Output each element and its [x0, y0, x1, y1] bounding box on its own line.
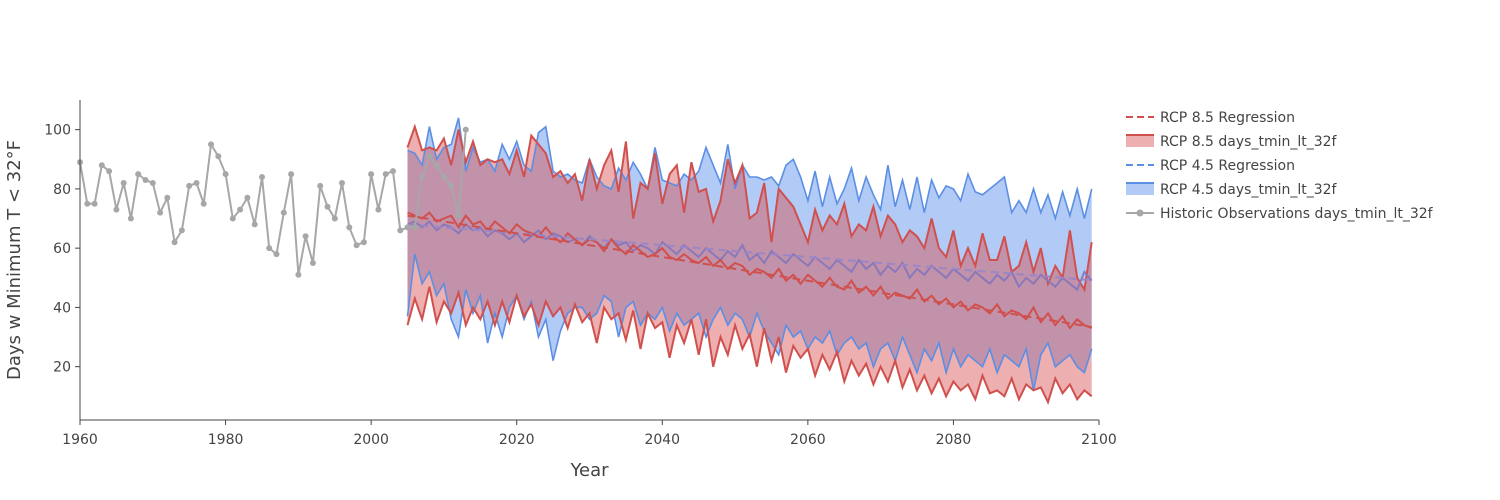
historic-point: [419, 174, 426, 180]
historic-point: [440, 174, 447, 180]
historic-point: [244, 194, 251, 201]
historic-point: [448, 182, 455, 189]
legend-label-historic: Historic Observations days_tmin_lt_32f: [1160, 206, 1434, 222]
historic-point: [229, 215, 236, 222]
x-tick-label: 2000: [353, 432, 389, 448]
x-tick-label: 1980: [208, 432, 244, 448]
x-tick-label: 2020: [499, 432, 535, 448]
historic-point: [113, 206, 120, 213]
historic-point: [98, 162, 105, 169]
legend-item-rcp45-band[interactable]: RCP 4.5 days_tmin_lt_32f: [1126, 182, 1338, 198]
rcp45-upper-line: [407, 117, 1093, 222]
x-tick-label: 2040: [644, 432, 680, 448]
historic-point: [288, 171, 295, 178]
rcp45-regression-line: [407, 223, 1092, 282]
rcp45-mean-line: [407, 220, 1093, 292]
rcp85-band: [407, 126, 1092, 403]
historic-point: [193, 180, 200, 186]
x-tick-label: 1960: [62, 432, 98, 448]
x-axis-title: Year: [569, 460, 609, 481]
historic-point: [455, 212, 462, 219]
rcp85-upper-line: [406, 123, 1093, 293]
y-tick-label: 40: [53, 300, 71, 316]
historic-point: [157, 209, 164, 216]
historic-point: [186, 182, 193, 189]
historic-point: [106, 168, 113, 175]
historic-point: [353, 242, 360, 249]
historic-point: [382, 171, 389, 178]
legend-swatch-rcp45-band: [1126, 183, 1154, 195]
historic-point: [368, 171, 375, 178]
x-tick-label: 2080: [936, 432, 972, 448]
historic-point: [273, 251, 280, 258]
legend-label-rcp85-regression: RCP 8.5 Regression: [1160, 110, 1295, 126]
rcp85-mean-line: [407, 211, 1093, 330]
historic-point: [142, 177, 149, 183]
historic-point: [375, 206, 382, 213]
historic-point: [208, 141, 214, 148]
historic-point: [404, 224, 411, 231]
historic-point: [84, 200, 91, 207]
historic-point: [149, 180, 156, 186]
historic-point: [324, 203, 331, 210]
historic-point: [339, 180, 345, 186]
historic-point: [462, 126, 469, 133]
historic-point: [259, 174, 265, 180]
historic-point: [346, 224, 353, 231]
axes: 1960 1980 2000 2020 2040 2060 2080 2100 2040608…: [4, 100, 1117, 481]
legend-item-historic[interactable]: Historic Observations days_tmin_lt_32f: [1126, 206, 1434, 222]
historic-point: [251, 221, 258, 228]
legend-swatch-historic-marker: [1136, 209, 1144, 217]
legend-item-rcp45-regression[interactable]: RCP 4.5 Regression: [1126, 158, 1295, 174]
historic-point: [215, 153, 222, 160]
legend-label-rcp85-band: RCP 8.5 days_tmin_lt_32f: [1160, 134, 1338, 150]
rcp85-lower-line: [406, 286, 1093, 405]
historic-point: [135, 171, 142, 178]
historic-point: [397, 227, 404, 234]
legend[interactable]: RCP 8.5 Regression RCP 8.5 days_tmin_lt_…: [1126, 110, 1434, 222]
historic-point: [331, 215, 338, 222]
historic-point: [390, 168, 396, 175]
y-axis-title: Days w Minimum T < 32°F: [4, 140, 25, 380]
plot-area: [77, 117, 1093, 405]
x-tick-label: 2100: [1081, 432, 1117, 448]
historic-point: [222, 171, 229, 178]
historic-point: [411, 224, 418, 231]
y-tick-label: 100: [44, 123, 71, 139]
historic-point: [295, 271, 302, 278]
y-tick-label: 80: [53, 182, 71, 198]
historic-point: [91, 200, 98, 207]
x-axis-ticks: 1960 1980 2000 2020 2040 2060 2080 2100: [62, 420, 1117, 448]
legend-item-rcp85-regression[interactable]: RCP 8.5 Regression: [1126, 110, 1295, 126]
historic-point: [426, 153, 433, 160]
historic-point: [433, 162, 440, 169]
historic-point: [171, 239, 178, 246]
historic-point: [164, 194, 171, 201]
y-tick-label: 20: [53, 360, 71, 376]
historic-point: [317, 182, 324, 189]
historic-point: [120, 180, 127, 186]
historic-point: [178, 227, 185, 234]
historic-point: [360, 239, 367, 246]
historic-point: [237, 206, 244, 213]
historic-point: [302, 233, 309, 240]
y-axis-ticks: 20 40 60 80 100: [44, 123, 80, 376]
historic-point: [266, 245, 273, 252]
legend-label-rcp45-band: RCP 4.5 days_tmin_lt_32f: [1160, 182, 1338, 198]
legend-item-rcp85-band[interactable]: RCP 8.5 days_tmin_lt_32f: [1126, 134, 1338, 150]
x-tick-label: 2060: [790, 432, 826, 448]
y-tick-label: 60: [53, 241, 71, 257]
historic-point: [127, 215, 134, 222]
historic-point: [309, 260, 316, 266]
rcp85-regression-line: [407, 214, 1092, 328]
historic-point: [280, 209, 287, 216]
legend-swatch-rcp85-band: [1126, 135, 1154, 147]
legend-label-rcp45-regression: RCP 4.5 Regression: [1160, 158, 1295, 174]
historic-point: [200, 200, 207, 207]
